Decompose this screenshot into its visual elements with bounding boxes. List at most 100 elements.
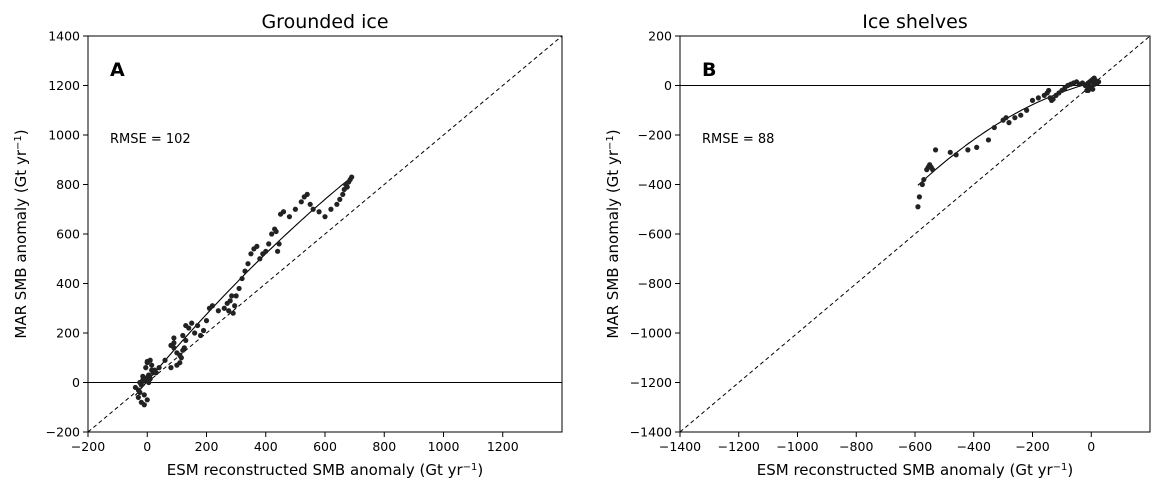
chart-panel-b: Ice shelves −1400 −1200 −1000 −800 −600 −400 −2… bbox=[604, 11, 1151, 479]
data-point bbox=[1046, 87, 1052, 94]
x-tick-label: −600 bbox=[898, 439, 932, 454]
y-tick-label: −600 bbox=[638, 227, 672, 242]
data-point bbox=[1091, 81, 1097, 87]
data-point bbox=[965, 147, 971, 153]
data-point bbox=[245, 261, 251, 267]
data-point bbox=[178, 355, 184, 361]
x-tick-label: 800 bbox=[372, 439, 396, 454]
one-to-one-line bbox=[679, 35, 1151, 433]
one-to-one-line bbox=[87, 35, 563, 433]
data-point bbox=[229, 293, 235, 299]
x-axis-label: ESM reconstructed SMB anomaly (Gt yr−1) bbox=[167, 461, 484, 479]
data-point bbox=[180, 332, 186, 339]
data-point bbox=[1029, 97, 1036, 103]
data-point bbox=[985, 137, 992, 143]
data-point bbox=[227, 298, 233, 304]
data-point bbox=[304, 191, 310, 197]
data-point bbox=[919, 181, 925, 188]
data-point bbox=[186, 325, 192, 331]
data-point bbox=[974, 144, 980, 150]
data-point bbox=[340, 191, 346, 197]
x-tick-label: −200 bbox=[1015, 439, 1049, 454]
y-tick-label: 0 bbox=[72, 375, 80, 390]
data-point bbox=[328, 206, 334, 212]
data-point bbox=[991, 124, 997, 131]
y-tick-label: 1400 bbox=[48, 29, 80, 44]
data-point bbox=[298, 199, 304, 205]
data-point bbox=[322, 214, 328, 220]
x-tick-label: −1000 bbox=[776, 439, 818, 454]
y-tick-label: −1400 bbox=[630, 425, 672, 440]
data-point bbox=[1024, 107, 1030, 113]
data-point bbox=[266, 241, 272, 247]
data-point bbox=[276, 241, 282, 247]
y-tick-label: 1200 bbox=[48, 78, 80, 93]
data-point bbox=[146, 372, 152, 378]
data-point bbox=[239, 275, 245, 282]
data-point bbox=[242, 268, 248, 274]
data-point bbox=[257, 256, 263, 262]
y-tick-label: 200 bbox=[56, 326, 80, 341]
data-point bbox=[337, 196, 343, 202]
data-point bbox=[140, 377, 146, 383]
x-tick-label: 200 bbox=[195, 439, 219, 454]
data-point bbox=[141, 402, 147, 408]
data-point bbox=[254, 243, 260, 249]
x-tick-label: 600 bbox=[313, 439, 337, 454]
data-point bbox=[162, 357, 168, 363]
x-tick-label: 0 bbox=[143, 439, 151, 454]
data-point bbox=[334, 201, 340, 207]
data-point bbox=[344, 184, 350, 190]
data-point bbox=[137, 389, 143, 395]
data-point bbox=[1018, 112, 1024, 118]
data-point bbox=[221, 305, 227, 311]
data-point bbox=[273, 228, 279, 235]
data-point bbox=[292, 206, 298, 212]
y-tick-label: −800 bbox=[638, 276, 672, 291]
rmse-annotation: RMSE = 88 bbox=[702, 132, 774, 147]
x-axis-label: ESM reconstructed SMB anomaly (Gt yr−1) bbox=[757, 461, 1074, 479]
data-point bbox=[153, 370, 159, 376]
data-point bbox=[200, 327, 207, 334]
data-point bbox=[171, 345, 177, 351]
data-point bbox=[144, 397, 150, 403]
data-point bbox=[316, 209, 322, 215]
data-point bbox=[226, 308, 232, 314]
data-point bbox=[144, 360, 150, 366]
data-point bbox=[140, 373, 146, 379]
data-point bbox=[168, 365, 174, 371]
data-point bbox=[177, 360, 183, 366]
y-axis-label: MAR SMB anomaly (Gt yr−1) bbox=[12, 129, 30, 338]
x-tick-label: 1200 bbox=[487, 439, 519, 454]
data-point bbox=[932, 147, 939, 153]
data-point bbox=[349, 174, 355, 180]
chart-panel-a: Grounded ice −200 0 200 400 600 800 1000 1200 −20… bbox=[12, 11, 563, 479]
data-point bbox=[195, 322, 201, 329]
data-point bbox=[307, 201, 313, 207]
chart-title: Grounded ice bbox=[261, 11, 388, 33]
data-point bbox=[215, 308, 221, 314]
y-axis-label: MAR SMB anomaly (Gt yr−1) bbox=[604, 129, 622, 338]
data-point bbox=[233, 293, 239, 299]
data-point bbox=[1090, 86, 1096, 92]
data-point bbox=[197, 332, 204, 339]
data-point bbox=[1050, 96, 1056, 102]
y-tick-label: −200 bbox=[46, 425, 80, 440]
x-tick-label: 1000 bbox=[428, 439, 460, 454]
data-point bbox=[1095, 79, 1102, 85]
data-point bbox=[1006, 120, 1012, 126]
panel-label: A bbox=[110, 59, 125, 81]
data-point bbox=[248, 251, 254, 257]
data-point bbox=[1012, 115, 1018, 121]
data-point bbox=[143, 365, 149, 371]
data-point bbox=[916, 194, 923, 200]
data-point bbox=[156, 365, 162, 371]
x-tick-label: −1200 bbox=[718, 439, 760, 454]
y-tick-label: 200 bbox=[648, 29, 672, 44]
y-tick-label: −200 bbox=[638, 128, 672, 143]
chart-title: Ice shelves bbox=[862, 11, 968, 33]
x-tick-label: 400 bbox=[254, 439, 278, 454]
data-point bbox=[280, 209, 287, 215]
data-point bbox=[953, 152, 959, 158]
